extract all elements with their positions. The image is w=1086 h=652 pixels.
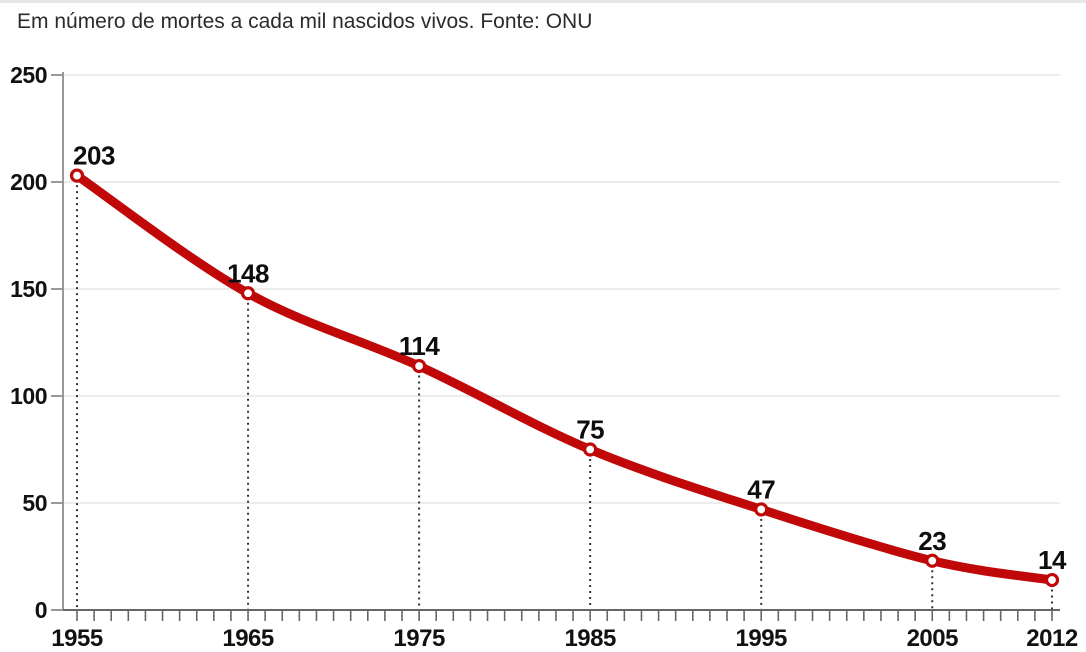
- x-tick-label-1975: 1975: [393, 625, 445, 652]
- y-tick-label-100: 100: [10, 383, 47, 409]
- data-point-marker-1975: [412, 358, 427, 374]
- data-point-marker-1985: [583, 442, 598, 457]
- x-tick-label-1955: 1955: [51, 625, 103, 652]
- x-tick-label-1995: 1995: [736, 625, 788, 652]
- data-point-label-2012: 14: [1038, 545, 1067, 575]
- y-tick-label-150: 150: [10, 276, 47, 302]
- x-tick-label-1965: 1965: [222, 625, 274, 652]
- data-point-marker-1955: [69, 168, 85, 183]
- x-tick-label-2012: 2012: [1026, 625, 1078, 652]
- data-point-label-2005: 23: [918, 526, 946, 556]
- data-point-label-1965: 148: [227, 258, 269, 288]
- series-line: [72, 171, 1057, 585]
- y-tick-label-250: 250: [10, 62, 47, 88]
- y-tick-label-0: 0: [35, 597, 47, 623]
- x-tick-label-1985: 1985: [564, 625, 616, 652]
- y-tick-label-200: 200: [10, 169, 47, 195]
- y-tick-label-50: 50: [22, 490, 47, 516]
- data-point-marker-2012: [1044, 572, 1060, 588]
- data-point-marker-1965: [240, 286, 256, 301]
- data-point-marker-2005: [925, 553, 940, 568]
- top-border-strip: [0, 0, 1086, 3]
- data-point-marker-1995: [754, 502, 769, 517]
- data-point-label-1995: 47: [747, 474, 775, 504]
- data-point-label-1975: 114: [399, 331, 440, 361]
- data-point-label-1985: 75: [576, 415, 604, 445]
- data-point-label-1955: 203: [73, 141, 115, 171]
- x-tick-label-2005: 2005: [907, 625, 959, 652]
- chart-title: Em número de mortes a cada mil nascidos …: [17, 10, 593, 33]
